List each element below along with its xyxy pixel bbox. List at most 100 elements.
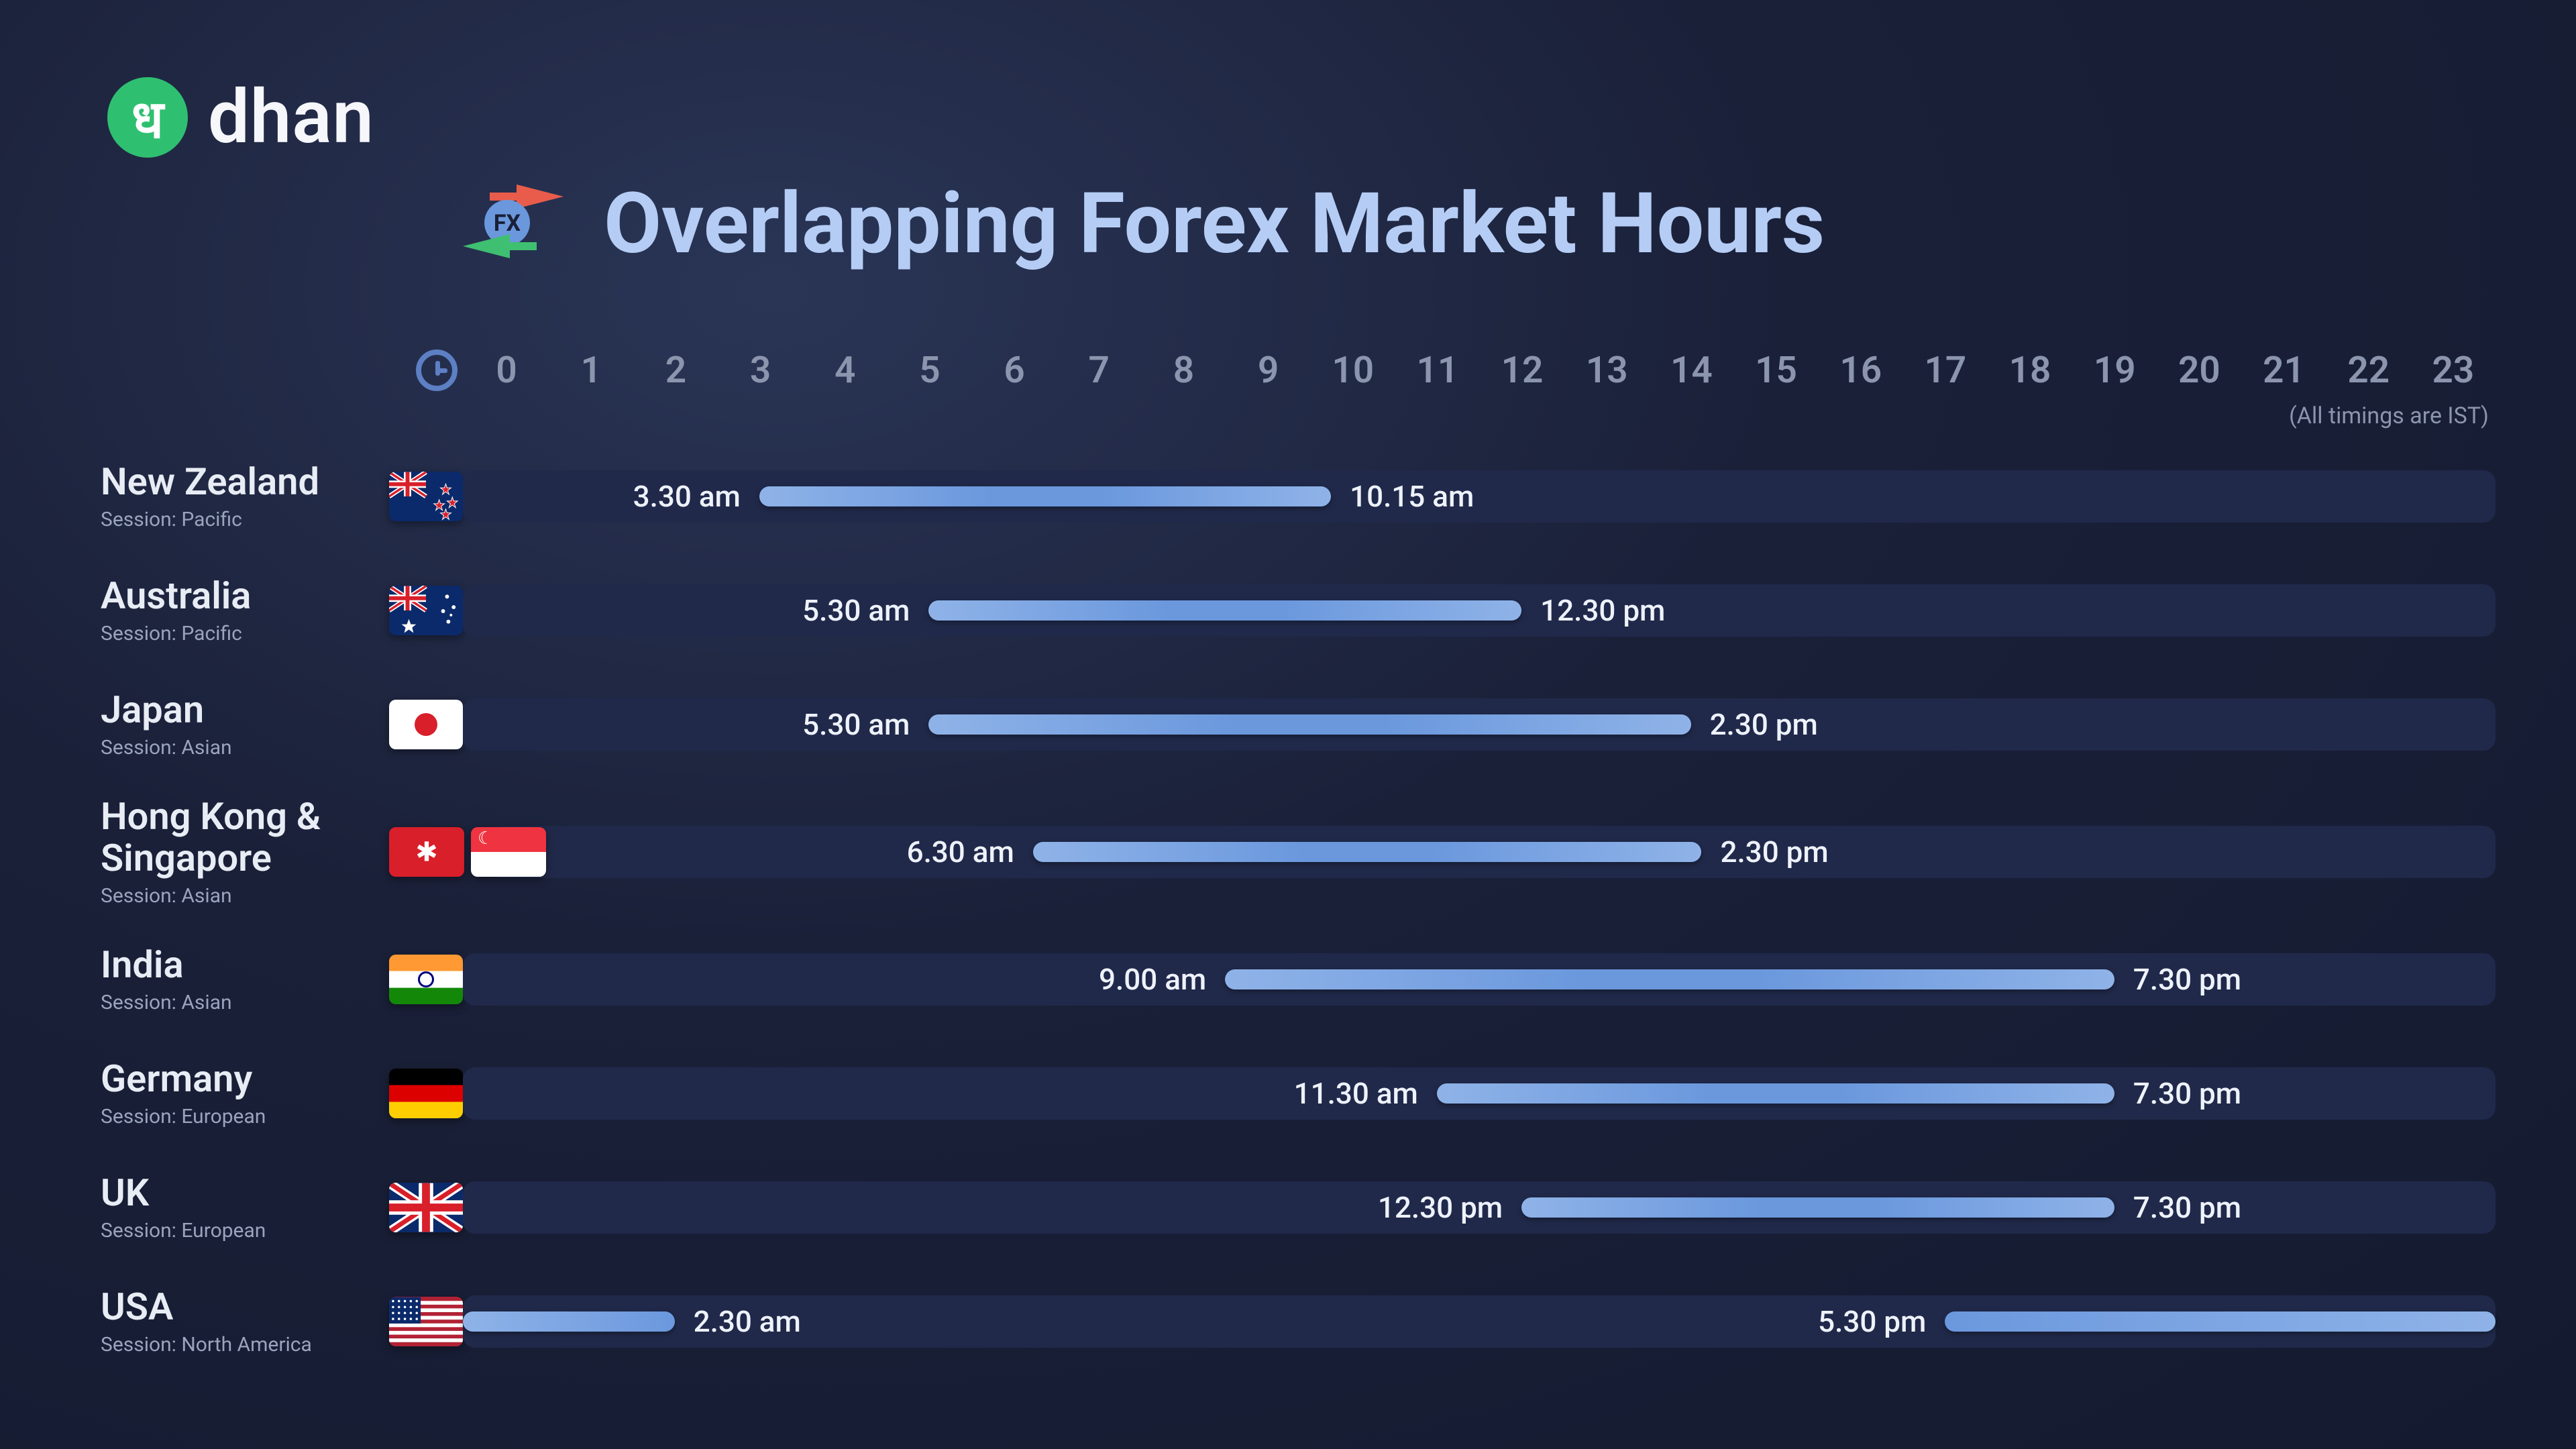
flag-jp-icon <box>389 700 463 749</box>
market-row: Hong Kong & Singapore Session: Asian 6.30… <box>101 785 2496 919</box>
market-row: USA Session: North America 2.30 am 5.30 pm <box>101 1268 2496 1375</box>
hour-tick: 20 <box>2157 349 2241 392</box>
end-time-label: 7.30 pm <box>2133 1190 2241 1225</box>
timeline-track: 6.30 am 2.30 pm <box>490 826 2496 878</box>
hour-tick: 17 <box>1903 349 1988 392</box>
brand-badge: ध <box>107 77 188 158</box>
timezone-note: (All timings are IST) <box>2289 402 2489 429</box>
session-bar <box>1945 1311 2496 1332</box>
hour-tick: 12 <box>1480 349 1564 392</box>
timeline-track: 5.30 am 2.30 pm <box>463 698 2496 751</box>
end-time-label: 10.15 am <box>1350 479 1474 514</box>
flag-uk-icon <box>389 1183 463 1232</box>
timeline-track: 5.30 am 12.30 pm <box>463 584 2496 637</box>
title-text: Overlapping Forex Market Hours <box>604 174 1825 273</box>
hour-tick: 22 <box>2326 349 2411 392</box>
start-time-label: 12.30 pm <box>1378 1190 1503 1225</box>
session-name: Session: North America <box>101 1333 376 1356</box>
hour-tick: 7 <box>1057 349 1141 392</box>
hour-tick: 8 <box>1141 349 1226 392</box>
hour-tick: 11 <box>1395 349 1480 392</box>
market-row: Australia Session: Pacific 5.30 am 12.30 p… <box>101 557 2496 664</box>
hour-tick: 1 <box>549 349 633 392</box>
session-name: Session: Pacific <box>101 508 376 531</box>
end-time-label: 2.30 pm <box>1720 835 1828 869</box>
start-time-label: 3.30 am <box>633 479 741 514</box>
session-bar <box>928 600 1521 621</box>
svg-text:FX: FX <box>494 210 521 237</box>
hour-tick: 14 <box>1649 349 1733 392</box>
session-name: Session: Pacific <box>101 622 376 645</box>
title: FX Overlapping Forex Market Hours <box>463 174 1825 273</box>
end-time-label: 12.30 pm <box>1540 593 1665 628</box>
country-name: Germany <box>101 1059 376 1100</box>
flag-hk-icon <box>389 827 464 877</box>
end-time-label: 2.30 pm <box>1710 707 1818 742</box>
market-row: UK Session: European 12.30 pm 7.30 pm <box>101 1154 2496 1261</box>
flag-us-icon <box>389 1297 463 1346</box>
start-time-label: 5.30 pm <box>1818 1304 1926 1339</box>
start-time-label: 6.30 am <box>907 835 1014 869</box>
hour-axis: 01234567891011121314151617181920212223 <box>416 349 2496 392</box>
market-row: New Zealand Session: Pacific 3.30 am 10.15… <box>101 443 2496 550</box>
hour-ticks: 01234567891011121314151617181920212223 <box>464 349 2496 392</box>
country-name: Hong Kong & Singapore <box>101 796 376 879</box>
session-name: Session: Asian <box>101 736 376 759</box>
start-time-label: 5.30 am <box>802 593 910 628</box>
session-bar <box>1225 969 2114 989</box>
country-name: New Zealand <box>101 462 376 503</box>
timeline-track: 12.30 pm 7.30 pm <box>463 1181 2496 1234</box>
hour-tick: 2 <box>633 349 718 392</box>
flag-de-icon <box>389 1069 463 1118</box>
end-time-label: 2.30 am <box>694 1304 801 1339</box>
hour-tick: 13 <box>1564 349 1649 392</box>
country-name: Australia <box>101 576 376 617</box>
country-name: India <box>101 945 376 986</box>
country-name: UK <box>101 1173 376 1214</box>
start-time-label: 9.00 am <box>1099 962 1206 997</box>
session-bar <box>759 486 1331 506</box>
market-row: India Session: Asian 9.00 am 7.30 pm <box>101 926 2496 1033</box>
timeline-track: 2.30 am 5.30 pm <box>463 1295 2496 1348</box>
market-row: Japan Session: Asian 5.30 am 2.30 pm <box>101 671 2496 778</box>
session-bar <box>1437 1083 2114 1104</box>
hour-tick: 15 <box>1733 349 1818 392</box>
session-name: Session: Asian <box>101 991 376 1014</box>
timeline-track: 3.30 am 10.15 am <box>463 470 2496 523</box>
hour-tick: 19 <box>2072 349 2157 392</box>
market-rows: New Zealand Session: Pacific 3.30 am 10.15… <box>101 443 2496 1382</box>
market-row: Germany Session: European 11.30 am 7.30 pm <box>101 1040 2496 1147</box>
hour-tick: 3 <box>718 349 802 392</box>
brand-name: dhan <box>208 74 374 160</box>
flag-au-icon <box>389 586 463 635</box>
session-bar <box>1521 1197 2114 1218</box>
session-name: Session: European <box>101 1105 376 1128</box>
session-name: Session: European <box>101 1219 376 1242</box>
flag-nz-icon <box>389 472 463 521</box>
hour-tick: 10 <box>1311 349 1395 392</box>
timeline-track: 9.00 am 7.30 pm <box>463 953 2496 1006</box>
country-name: Japan <box>101 690 376 731</box>
hour-tick: 6 <box>972 349 1057 392</box>
clock-icon <box>416 350 458 391</box>
hour-tick: 9 <box>1226 349 1310 392</box>
hour-tick: 21 <box>2241 349 2326 392</box>
session-bar <box>463 1311 675 1332</box>
brand-logo: ध dhan <box>107 74 374 160</box>
hour-tick: 4 <box>803 349 888 392</box>
flag-in-icon <box>389 955 463 1004</box>
session-bar <box>928 714 1690 735</box>
start-time-label: 11.30 am <box>1294 1076 1418 1111</box>
session-name: Session: Asian <box>101 884 376 908</box>
timeline-track: 11.30 am 7.30 pm <box>463 1067 2496 1120</box>
fx-exchange-icon: FX <box>463 179 564 269</box>
hour-tick: 0 <box>464 349 549 392</box>
flag-sg-icon <box>471 827 546 877</box>
session-bar <box>1033 842 1702 862</box>
hour-tick: 5 <box>888 349 972 392</box>
end-time-label: 7.30 pm <box>2133 962 2241 997</box>
start-time-label: 5.30 am <box>802 707 910 742</box>
hour-tick: 18 <box>1988 349 2072 392</box>
country-name: USA <box>101 1287 376 1328</box>
end-time-label: 7.30 pm <box>2133 1076 2241 1111</box>
